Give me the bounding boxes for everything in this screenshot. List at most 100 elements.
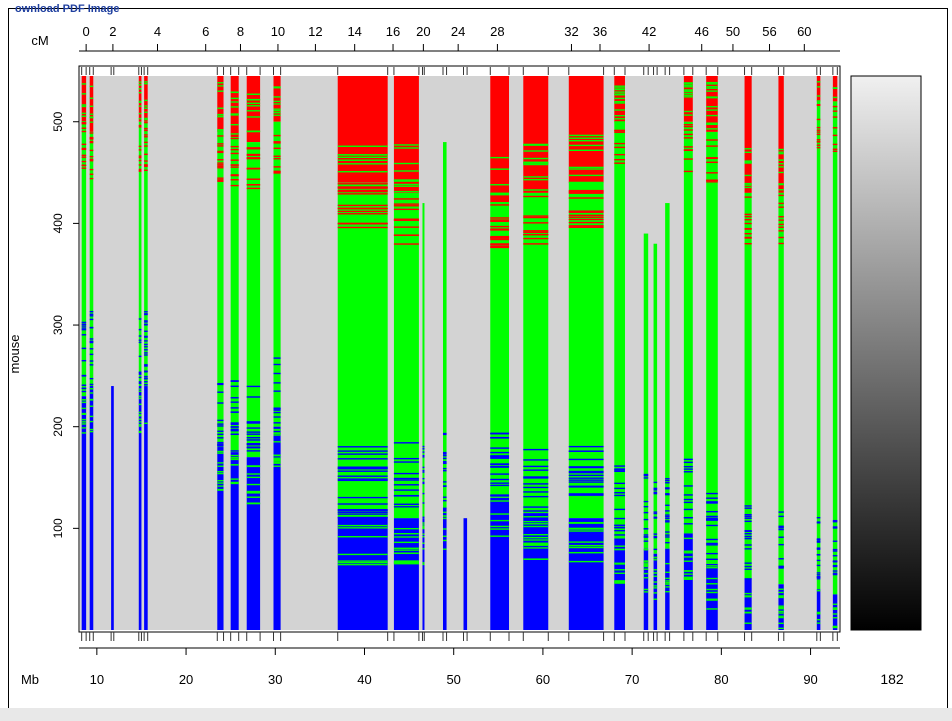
stripe — [138, 155, 142, 157]
stripe — [337, 450, 388, 452]
stripe — [138, 430, 142, 433]
stripe — [614, 162, 625, 164]
stripe — [683, 550, 693, 552]
stripe — [816, 547, 821, 549]
stripe — [778, 242, 784, 245]
stripe — [643, 564, 649, 566]
stripe — [614, 487, 625, 490]
stripe — [490, 184, 510, 186]
stripe — [89, 97, 94, 99]
genotype-block-blue — [665, 548, 670, 630]
stripe — [217, 164, 224, 166]
stripe — [138, 149, 142, 151]
stripe — [523, 543, 549, 546]
x-tick-label: 30 — [268, 672, 282, 687]
stripe — [273, 390, 281, 392]
stripe — [523, 231, 549, 233]
stripe — [144, 311, 148, 313]
stripe — [89, 318, 94, 321]
stripe — [832, 134, 838, 137]
stripe — [422, 516, 425, 518]
stripe — [816, 95, 821, 97]
stripe — [337, 145, 388, 147]
genotype-block-green — [246, 142, 261, 458]
x-tick-label: 70 — [625, 672, 639, 687]
stripe — [217, 165, 224, 167]
stripe — [230, 411, 239, 413]
stripe — [653, 575, 658, 577]
stripe — [217, 382, 224, 385]
stripe — [422, 562, 425, 564]
stripe — [643, 572, 649, 575]
stripe — [138, 381, 142, 383]
stripe — [683, 86, 693, 88]
stripe — [706, 519, 718, 521]
stripe — [523, 523, 549, 525]
stripe — [778, 525, 784, 528]
stripe — [89, 310, 94, 313]
stripe — [89, 428, 94, 431]
stripe — [230, 91, 239, 94]
stripe — [393, 190, 419, 193]
stripe — [246, 421, 261, 423]
stripe — [337, 561, 388, 564]
stripe — [337, 207, 388, 209]
genotype-block-blue — [523, 513, 549, 630]
stripe — [144, 375, 148, 378]
stripe — [778, 607, 784, 610]
stripe — [643, 563, 649, 565]
stripe — [816, 129, 821, 131]
download-pdf-link[interactable]: ownload PDF Image — [15, 3, 120, 15]
stripe — [138, 388, 142, 390]
stripe — [523, 477, 549, 479]
stripe — [393, 234, 419, 236]
stripe — [683, 578, 693, 580]
stripe — [337, 511, 388, 514]
stripe — [230, 478, 239, 480]
stripe — [217, 437, 224, 439]
stripe — [89, 420, 94, 423]
top-axis-label: cM — [31, 33, 48, 48]
genotype-block-green — [337, 182, 388, 519]
stripe — [490, 433, 510, 435]
stripe — [337, 223, 388, 225]
stripe — [568, 458, 604, 461]
stripe — [393, 541, 419, 544]
stripe — [89, 338, 94, 340]
stripe — [683, 83, 693, 85]
stripe — [832, 564, 838, 567]
stripe — [393, 495, 419, 497]
stripe — [217, 433, 224, 436]
stripe — [230, 152, 239, 155]
stripe — [568, 216, 604, 218]
stripe — [144, 377, 148, 380]
stripe — [89, 159, 94, 162]
genotype-block-green — [665, 203, 670, 549]
stripe — [442, 467, 447, 470]
column-stripes — [246, 93, 261, 505]
stripe — [778, 595, 784, 598]
stripe — [490, 156, 510, 159]
stripe — [490, 457, 510, 459]
stripe — [490, 228, 510, 230]
stripe — [643, 528, 649, 530]
genotype-block-blue — [337, 518, 388, 630]
stripe — [273, 422, 281, 424]
stripe — [744, 608, 752, 610]
stripe — [568, 149, 604, 152]
genotype-block-red — [706, 76, 718, 132]
stripe — [778, 528, 784, 531]
stripe — [89, 140, 94, 143]
stripe — [523, 510, 549, 512]
stripe — [217, 162, 224, 164]
stripe — [683, 114, 693, 116]
stripe — [273, 465, 281, 467]
stripe — [778, 151, 784, 153]
stripe — [442, 528, 447, 530]
stripe — [744, 530, 752, 532]
stripe — [816, 574, 821, 576]
stripe — [422, 563, 425, 566]
stripe — [706, 510, 718, 513]
stripe — [89, 383, 94, 386]
genotype-block-green — [138, 121, 142, 387]
